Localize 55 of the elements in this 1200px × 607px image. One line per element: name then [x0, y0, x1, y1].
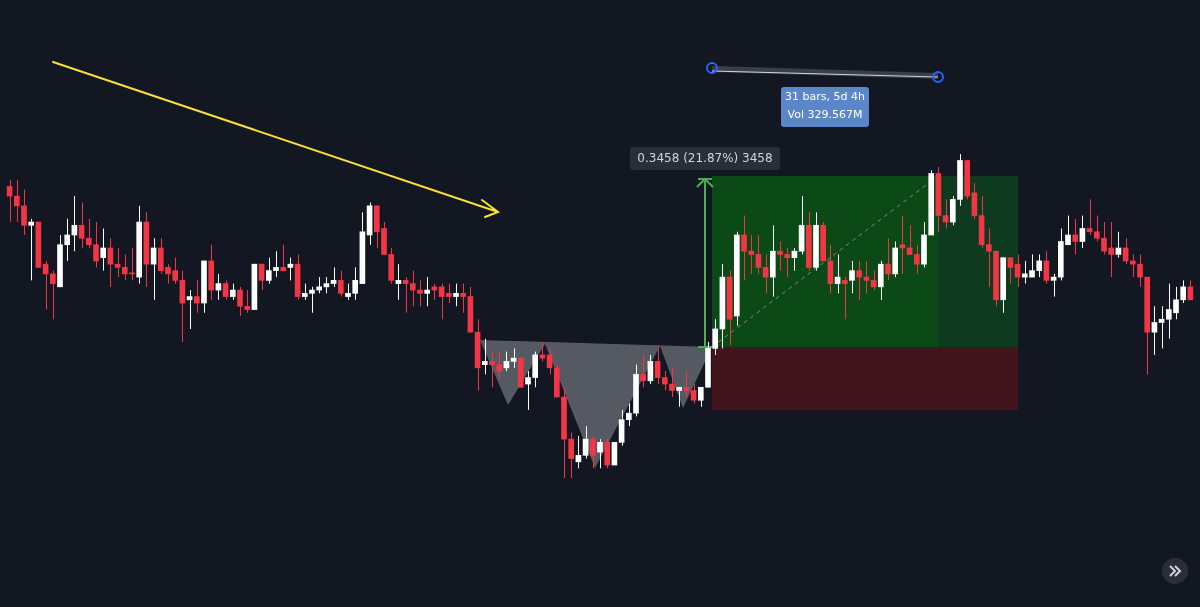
candlestick	[395, 263, 402, 301]
candlestick	[1137, 253, 1143, 288]
candlestick	[640, 354, 647, 388]
candlestick	[856, 260, 863, 301]
candlestick	[863, 260, 870, 294]
candlestick	[402, 276, 409, 314]
candlestick	[49, 270, 56, 320]
candlestick	[683, 370, 690, 398]
candlestick	[409, 270, 416, 307]
candlestick	[669, 367, 675, 398]
candlestick	[453, 283, 459, 307]
candlestick	[28, 218, 35, 281]
candlestick	[755, 234, 762, 275]
candlestick	[618, 409, 625, 447]
candlestick	[424, 276, 431, 307]
candlestick	[222, 279, 229, 301]
candlestick	[1007, 257, 1014, 285]
candlestick	[114, 247, 121, 278]
candlestick	[899, 215, 906, 275]
candlestick	[337, 270, 344, 298]
candlestick	[481, 338, 488, 375]
candlestick	[589, 435, 596, 469]
candlestick	[1050, 273, 1057, 298]
candlestick	[1072, 218, 1079, 255]
candlestick	[690, 383, 697, 404]
candlestick	[445, 283, 452, 304]
candlestick	[568, 432, 575, 479]
candlestick	[193, 279, 200, 314]
candlestick	[21, 189, 27, 236]
candlestick	[1158, 305, 1165, 349]
candlestick	[1151, 305, 1158, 356]
candlestick	[330, 266, 337, 288]
candlestick	[460, 283, 467, 314]
candlestick	[287, 257, 294, 281]
candlestick	[597, 438, 603, 469]
text: 31 bars, 5d 4h	[784, 90, 866, 103]
candlestick	[13, 179, 20, 223]
annotation: 0.3458 (21.87%) 3458	[630, 147, 780, 170]
candlestick	[849, 260, 855, 294]
candlestick	[510, 347, 517, 369]
candlestick	[913, 244, 920, 275]
candlestick	[1086, 198, 1093, 236]
candlestick	[877, 260, 884, 301]
candlestick	[1079, 215, 1086, 249]
candlestick	[676, 386, 683, 408]
candlestick	[604, 438, 611, 469]
candlestick	[885, 237, 891, 281]
candlestick	[78, 202, 85, 249]
text: Vol 329.567M	[786, 108, 864, 121]
candlestick	[661, 370, 668, 392]
candlestick	[280, 244, 287, 272]
candlestick	[186, 289, 193, 330]
candlestick	[841, 276, 848, 320]
candlestick	[417, 279, 423, 307]
candlestick	[100, 228, 107, 272]
